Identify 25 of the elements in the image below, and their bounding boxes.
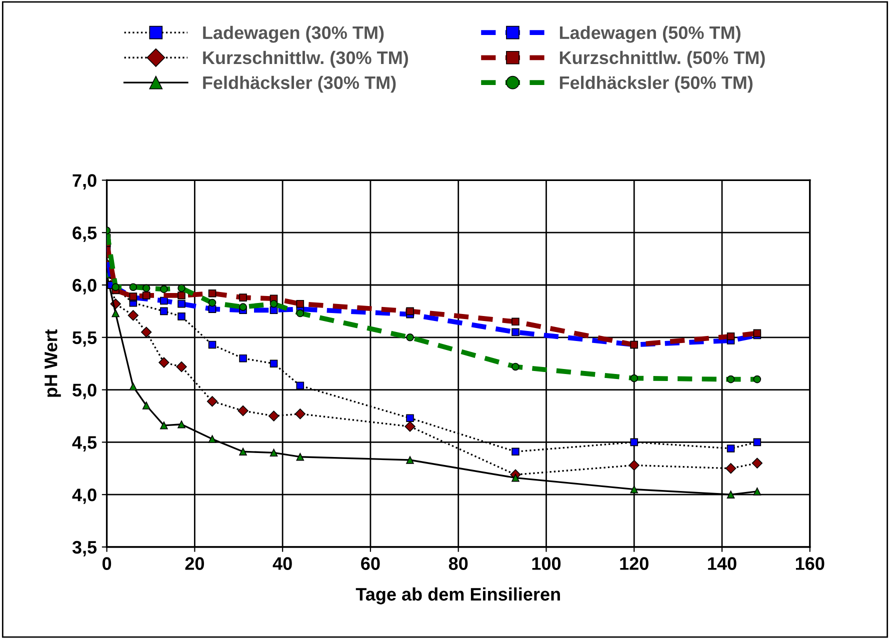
x-tick-label: 100: [532, 557, 561, 570]
x-tick-label: 140: [708, 557, 736, 570]
y-tick-label: 4,5: [72, 436, 97, 452]
x-tick-label: 60: [361, 557, 380, 570]
y-tick-label: 5,0: [72, 384, 96, 400]
legend-label: Ladewagen (30% TM): [203, 26, 384, 43]
y-tick-label: 7,0: [72, 174, 96, 190]
legend-label: Kurzschnittlw. (30% TM): [203, 50, 408, 68]
y-tick-label: 4,0: [72, 488, 96, 504]
x-tick-label: 20: [185, 557, 204, 570]
y-tick-label: 6,5: [72, 226, 97, 242]
y-tick-label: 6,0: [72, 278, 96, 294]
legend-label: Feldhäcksler (30% TM): [203, 76, 396, 93]
x-tick-label: 40: [272, 557, 292, 570]
x-tick-label: 0: [102, 557, 112, 570]
y-tick-label: 3,5: [72, 540, 97, 556]
x-axis-title: Tage ab dem Einsilieren: [356, 587, 560, 604]
y-axis-title: pH Wert: [44, 329, 61, 397]
x-tick-label: 160: [796, 557, 824, 570]
legend-label: Kurzschnittlw. (50% TM): [560, 50, 765, 68]
y-tick-label: 5,5: [72, 332, 97, 347]
legend-label: Feldhäcksler (50% TM): [560, 76, 753, 93]
x-tick-label: 120: [620, 557, 648, 570]
legend-label: Ladewagen (50% TM): [560, 26, 740, 43]
x-tick-label: 80: [448, 557, 468, 570]
